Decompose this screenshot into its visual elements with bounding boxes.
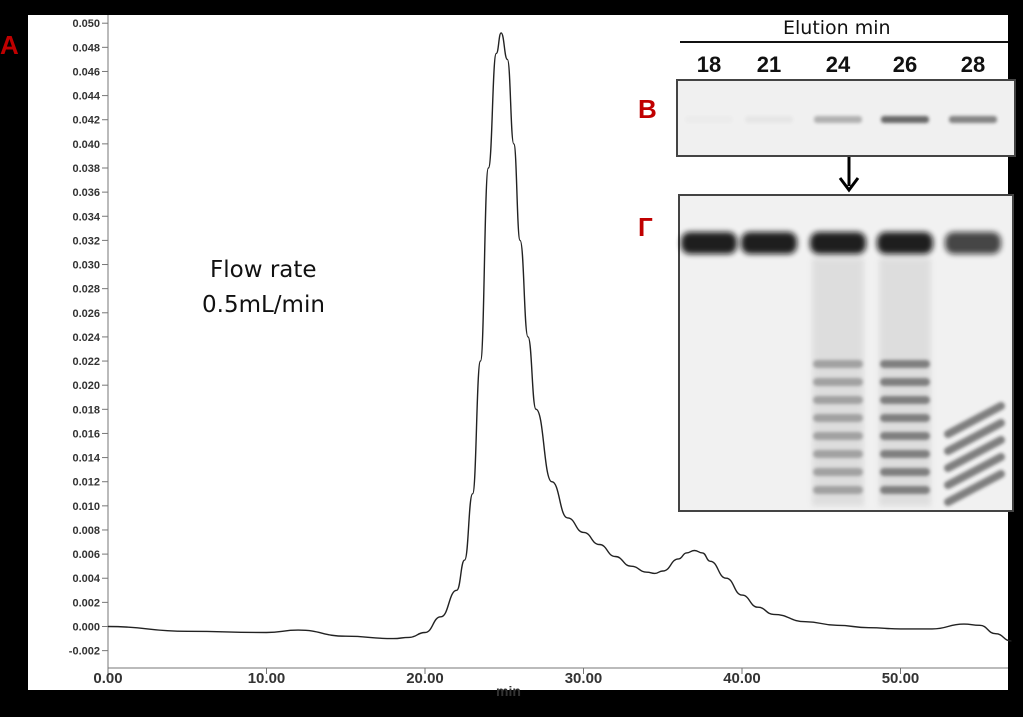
- y-tick-label: 0.012: [72, 477, 100, 489]
- y-tick-label: 0.020: [72, 380, 100, 392]
- y-tick-label: 0.028: [72, 284, 100, 296]
- gel-c-ladder-band: [944, 436, 1005, 472]
- gel-c-ladder-band: [880, 486, 930, 494]
- panel-b-label: B: [638, 94, 657, 124]
- gel-c-ladder-band: [880, 360, 930, 368]
- lane-label: 18: [697, 52, 721, 77]
- flow-rate-value: 0.5mL/min: [202, 292, 325, 318]
- y-tick-label: 0.026: [72, 308, 100, 320]
- panel-a-label: A: [0, 30, 19, 60]
- gel-c-ladder-band: [813, 450, 863, 458]
- y-tick-label: 0.044: [72, 91, 100, 103]
- gel-c-ladder-band: [880, 468, 930, 476]
- gel-c-ladder-band: [813, 360, 863, 368]
- y-tick-label: 0.002: [72, 597, 100, 609]
- flow-rate-label: Flow rate: [210, 257, 317, 283]
- y-tick-label: 0.004: [72, 573, 100, 585]
- gel-c-ladder-band: [813, 378, 863, 386]
- y-tick-label: 0.016: [72, 428, 100, 440]
- y-tick-label: 0.018: [72, 404, 100, 416]
- x-tick-label: 50.00: [882, 670, 920, 687]
- gel-b-band: [745, 116, 793, 123]
- gel-c-ladder-band: [944, 419, 1005, 455]
- panel-c-label: Г: [638, 212, 653, 242]
- y-tick-label: 0.042: [72, 115, 100, 127]
- gel-c-ladder-band: [813, 486, 863, 494]
- x-tick-label: 10.00: [248, 670, 286, 687]
- gel-b-band: [949, 116, 997, 123]
- x-axis-band: [28, 668, 1008, 690]
- x-axis-label: min: [496, 683, 521, 699]
- lane-labels: 18 21 24 26 28: [697, 52, 985, 77]
- gel-c-main-band: [810, 232, 866, 254]
- y-tick-label: 0.032: [72, 235, 100, 247]
- gel-c-main-band: [741, 232, 797, 254]
- gel-c-main-band: [877, 232, 933, 254]
- gel-c-ladder-band: [880, 378, 930, 386]
- y-tick-label: 0.010: [72, 501, 100, 513]
- y-tick-label: 0.008: [72, 525, 100, 537]
- y-tick-label: 0.006: [72, 549, 100, 561]
- gel-c-main-band: [681, 232, 737, 254]
- gel-c-ladder-band: [880, 414, 930, 422]
- y-tick-label: 0.024: [72, 332, 100, 344]
- gel-c-ladder-band: [944, 470, 1005, 506]
- lane-label: 24: [826, 52, 851, 77]
- chromatogram-trace: [107, 32, 1012, 642]
- y-tick-label: 0.046: [72, 66, 100, 78]
- x-tick-label: 0.00: [93, 670, 122, 687]
- y-tick-label: 0.014: [72, 453, 100, 465]
- y-tick-label: 0.034: [72, 211, 100, 223]
- y-tick-label: 0.000: [72, 622, 100, 634]
- gel-b-band: [881, 116, 929, 123]
- gel-c-ladder-band: [813, 468, 863, 476]
- x-ticks: 0.00 10.00 20.00 30.00 40.00 50.00: [93, 668, 919, 687]
- gel-b-band: [814, 116, 862, 123]
- x-tick-label: 30.00: [565, 670, 603, 687]
- lane-label: 28: [961, 52, 985, 77]
- gel-c-ladder-band: [813, 396, 863, 404]
- arrow-down-icon: [838, 177, 860, 193]
- y-tick-label: 0.022: [72, 356, 100, 368]
- lane-label: 26: [893, 52, 917, 77]
- gel-c-ladder-band: [880, 396, 930, 404]
- y-tick-label: 0.038: [72, 163, 100, 175]
- gel-c-ladder-band: [880, 432, 930, 440]
- gel-c-bands: [681, 232, 1005, 506]
- y-ticks: 0.050 0.048 0.046 0.044 0.042 0.040 0.038 0.036…: [69, 18, 108, 658]
- gel-c-ladder-band: [944, 402, 1005, 438]
- gel-c-ladder-band: [813, 414, 863, 422]
- gel-c-ladder-band: [880, 450, 930, 458]
- gel-c-main-band: [945, 232, 1001, 254]
- elution-title: Elution min: [783, 17, 891, 39]
- y-tick-label: 0.050: [72, 18, 100, 30]
- y-tick-label: 0.048: [72, 42, 100, 54]
- gel-b-bands: [685, 116, 997, 123]
- gel-c-ladder-band: [944, 453, 1005, 489]
- y-tick-label: 0.036: [72, 187, 100, 199]
- lane-label: 21: [757, 52, 781, 77]
- gel-c-ladder-band: [813, 432, 863, 440]
- y-tick-label: 0.030: [72, 260, 100, 272]
- x-tick-label: 20.00: [406, 670, 444, 687]
- y-tick-label: 0.040: [72, 139, 100, 151]
- gel-b-band: [685, 116, 733, 123]
- y-tick-label: -0.002: [69, 646, 100, 658]
- x-tick-label: 40.00: [723, 670, 761, 687]
